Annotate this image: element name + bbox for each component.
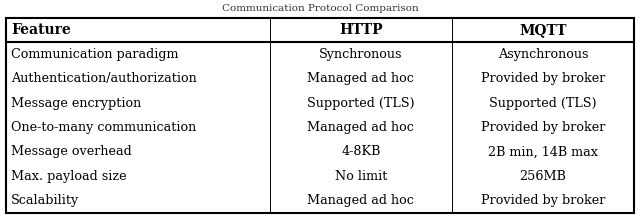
Text: Message encryption: Message encryption [11, 97, 141, 110]
Text: Provided by broker: Provided by broker [481, 121, 605, 134]
Text: Feature: Feature [11, 23, 71, 37]
Text: Communication paradigm: Communication paradigm [11, 48, 179, 61]
Text: MQTT: MQTT [519, 23, 566, 37]
Text: 256MB: 256MB [520, 170, 566, 183]
Text: Message overhead: Message overhead [11, 145, 132, 158]
Text: Provided by broker: Provided by broker [481, 194, 605, 207]
Text: HTTP: HTTP [339, 23, 383, 37]
Text: Communication Protocol Comparison: Communication Protocol Comparison [221, 4, 419, 13]
Text: Synchronous: Synchronous [319, 48, 403, 61]
Text: Supported (TLS): Supported (TLS) [307, 97, 415, 110]
Text: One-to-many communication: One-to-many communication [11, 121, 196, 134]
Text: Managed ad hoc: Managed ad hoc [307, 194, 414, 207]
Text: Provided by broker: Provided by broker [481, 72, 605, 85]
Text: Managed ad hoc: Managed ad hoc [307, 121, 414, 134]
Text: No limit: No limit [335, 170, 387, 183]
Text: Supported (TLS): Supported (TLS) [489, 97, 596, 110]
Text: Authentication/authorization: Authentication/authorization [11, 72, 197, 85]
Text: 4-8KB: 4-8KB [341, 145, 381, 158]
Text: Scalability: Scalability [11, 194, 79, 207]
Text: Asynchronous: Asynchronous [498, 48, 588, 61]
Text: 2B min, 14B max: 2B min, 14B max [488, 145, 598, 158]
Text: Max. payload size: Max. payload size [11, 170, 127, 183]
Text: Managed ad hoc: Managed ad hoc [307, 72, 414, 85]
